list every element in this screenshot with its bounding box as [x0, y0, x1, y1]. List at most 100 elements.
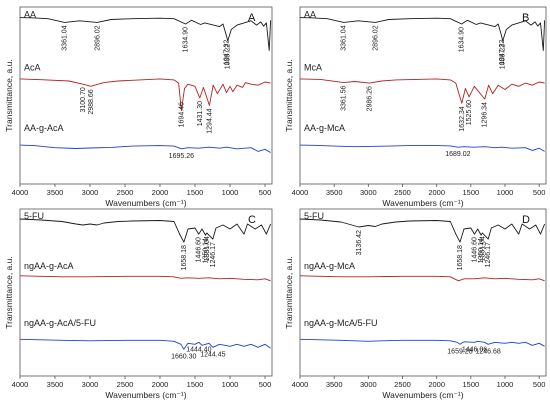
peak-label: 1634.90	[183, 27, 190, 52]
peak-label: 1246.17	[210, 242, 217, 267]
series-label: AcA	[24, 63, 41, 73]
x-tick-label: 3500	[47, 188, 64, 197]
peak-label: 1246.17	[485, 242, 492, 267]
x-tick-label: 3500	[47, 380, 64, 389]
peak-label: 3136.42	[356, 230, 363, 255]
x-tick-label: 3500	[326, 188, 343, 197]
series-label: ngAA-g-AcA	[24, 261, 74, 271]
series-label: AA	[24, 10, 36, 20]
series-label: AA-g-AcA	[24, 123, 64, 133]
series-line-mca	[299, 78, 545, 104]
x-tick-label: 1000	[497, 188, 514, 197]
x-axis-title: Wavenumbers (cm⁻¹)	[105, 198, 186, 208]
peak-label: 1695.26	[169, 153, 194, 160]
peak-label: 1033.22	[500, 44, 507, 69]
series-label: AA-g-McA	[304, 123, 345, 133]
series-line-ngaa-g-mca	[299, 275, 545, 282]
peak-label: 1660.30	[171, 353, 196, 360]
y-axis-title: Transmittance, a.u.	[4, 59, 14, 131]
series-label: ngAA-g-AcA/5-FU	[24, 318, 96, 328]
peak-label: 1246.68	[475, 348, 500, 355]
x-tick-label: 3000	[360, 380, 377, 389]
peak-label: 1694.46	[178, 102, 185, 127]
series-line-ngaa-g-aca-5-fu	[19, 338, 271, 350]
peak-label: 1294.44	[206, 108, 213, 133]
y-axis-title: Transmittance, a.u.	[284, 59, 294, 131]
peak-label: 3361.56	[341, 85, 348, 110]
peak-label: 1632.34	[459, 106, 466, 131]
peak-label: 2896.02	[372, 25, 379, 50]
x-tick-label: 3000	[82, 380, 99, 389]
peak-label: 1331.04	[204, 236, 211, 261]
peak-label: 2986.26	[366, 86, 373, 111]
panel-letter: A	[248, 12, 256, 24]
x-tick-label: 2000	[428, 188, 445, 197]
plot-frame	[19, 208, 273, 377]
x-tick-label: 3000	[360, 188, 377, 197]
x-tick-label: 3500	[326, 380, 343, 389]
peak-label: 1431.30	[197, 101, 204, 126]
peak-label: 1446.06	[462, 346, 487, 353]
x-tick-label: 500	[533, 380, 546, 389]
series-label: ngAA-g-McA/5-FU	[304, 318, 378, 328]
series-line-aa	[299, 17, 546, 51]
series-line-aa-g-aca	[19, 144, 271, 153]
peak-label: 3361.04	[62, 25, 69, 50]
series-line-ngaa-g-aca	[19, 275, 271, 282]
chart-panel-b: 4000 3500 3000 2500 2000 1500 1000 500 Wavenumbe…	[284, 6, 547, 208]
x-tick-label: 3000	[82, 188, 99, 197]
series-line-5-fu	[19, 218, 272, 243]
peak-label: 1446.60	[196, 237, 203, 262]
peak-label: 1659.28	[447, 348, 472, 355]
peak-label: 1350.14	[478, 238, 485, 263]
series-line-ngaa-g-mca-5-fu	[299, 338, 545, 347]
series-line-aa	[19, 17, 272, 51]
x-tick-label: 4000	[292, 188, 309, 197]
x-tick-label: 1000	[497, 380, 514, 389]
peak-label: 1658.18	[457, 245, 464, 270]
peak-label: 1033.22	[225, 44, 232, 69]
x-tick-label: 2500	[117, 188, 134, 197]
plot-frame	[299, 6, 547, 185]
peak-label: 3100.70	[80, 87, 87, 112]
peak-label: 2988.66	[88, 89, 95, 114]
peak-label: 1350.14	[203, 238, 210, 263]
peak-label: 1634.90	[459, 27, 466, 52]
y-axis-title: Transmittance, a.u.	[284, 256, 294, 328]
peak-label: 1658.18	[181, 245, 188, 270]
x-tick-label: 2500	[394, 380, 411, 389]
x-tick-label: 2500	[117, 380, 134, 389]
series-label: ngAA-g-McA	[304, 261, 355, 271]
peak-label: 1444.40	[186, 346, 211, 353]
x-tick-label: 500	[259, 188, 272, 197]
x-tick-label: 1500	[187, 380, 204, 389]
peak-label: 1689.02	[445, 151, 470, 158]
chart-panel-d: 4000 3500 3000 2500 2000 1500 1000 500 Wavenumbe…	[284, 208, 547, 400]
x-tick-label: 2000	[152, 188, 169, 197]
x-tick-label: 1500	[187, 188, 204, 197]
x-tick-label: 1500	[462, 380, 479, 389]
peak-label: 1047.32	[499, 40, 506, 65]
x-tick-label: 2000	[428, 380, 445, 389]
y-axis-title: Transmittance, a.u.	[4, 256, 14, 328]
x-axis-title: Wavenumbers (cm⁻¹)	[382, 390, 463, 400]
series-label: 5-FU	[24, 211, 44, 221]
series-label: McA	[304, 63, 322, 73]
x-tick-label: 2500	[394, 188, 411, 197]
plot-frame	[299, 208, 547, 377]
x-axis-title: Wavenumbers (cm⁻¹)	[105, 390, 186, 400]
series-line-aa-g-mca	[299, 144, 545, 152]
peak-label: 1047.32	[224, 40, 231, 65]
peak-label: 1446.60	[471, 237, 478, 262]
series-line-5-fu	[299, 218, 546, 243]
x-tick-label: 4000	[12, 380, 29, 389]
panel-letter: D	[522, 214, 530, 226]
series-label: AA	[304, 10, 316, 20]
chart-panel-a: 4000 3500 3000 2500 2000 1500 1000 500 Wavenumbe…	[4, 6, 273, 208]
peak-label: 1244.45	[200, 351, 225, 358]
plot-frame	[19, 6, 273, 185]
panel-letter: B	[522, 12, 529, 24]
x-tick-label: 500	[533, 188, 546, 197]
peak-label: 3361.04	[341, 25, 348, 50]
